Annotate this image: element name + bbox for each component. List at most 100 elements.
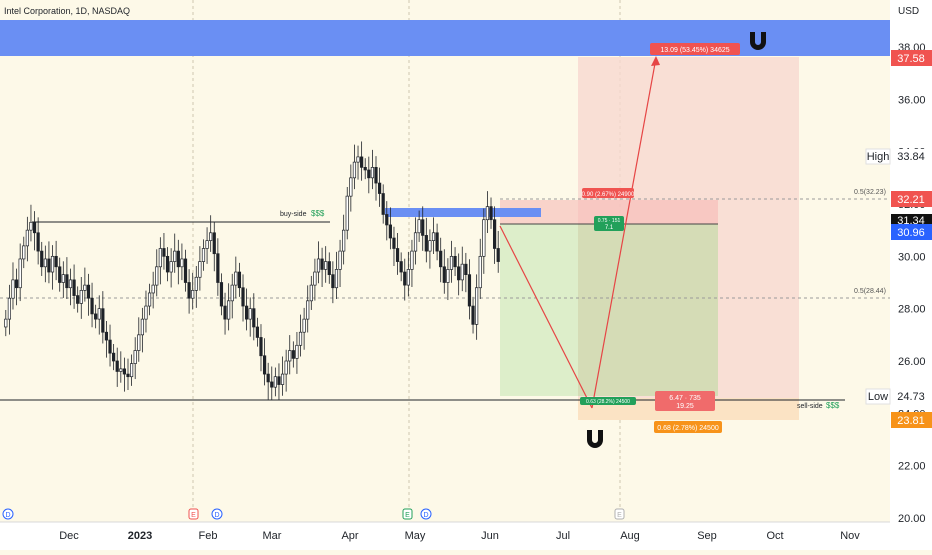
candle-body: [36, 232, 40, 252]
entry-label-1: 0.75 · 151: [598, 218, 621, 224]
x-tick-4: Apr: [341, 530, 358, 542]
candle: [14, 268, 19, 306]
high-value-box: [891, 149, 932, 164]
x-tick-8: Aug: [620, 530, 640, 542]
candle-body: [241, 287, 245, 307]
candle: [25, 216, 29, 262]
magnet-icon-bottom[interactable]: [587, 430, 603, 448]
candle-body: [356, 156, 360, 163]
candle: [270, 366, 274, 401]
candle-body: [29, 221, 33, 231]
candle-body: [245, 305, 249, 320]
candle-body: [180, 258, 184, 268]
candle-body: [306, 300, 310, 320]
candle: [119, 351, 123, 383]
candle: [291, 341, 295, 368]
up-arrow-line[interactable]: [591, 57, 657, 409]
stats-label-2: 19.25: [676, 403, 694, 410]
candle-body: [18, 258, 22, 289]
candle: [86, 273, 91, 316]
candle: [151, 271, 155, 309]
candle-body: [428, 240, 432, 252]
candle-body: [173, 250, 177, 262]
candle-body: [126, 373, 130, 378]
down-arrow-line[interactable]: [499, 225, 593, 409]
candle: [29, 204, 33, 242]
event-dividend-1[interactable]: [2, 508, 14, 520]
candle: [449, 240, 454, 283]
x-tick-9: Sep: [697, 530, 717, 542]
candle: [288, 335, 292, 375]
event-dividend-3[interactable]: [420, 508, 432, 520]
x-tick-0: Dec: [59, 530, 79, 542]
candle-body: [22, 245, 26, 260]
candle: [399, 252, 403, 282]
buy-side-dollar-icon: $$$: [311, 209, 325, 218]
candle-body: [399, 261, 403, 273]
price-axis[interactable]: [890, 0, 932, 550]
candle-body: [295, 344, 299, 359]
candle: [334, 251, 339, 299]
candle: [101, 291, 105, 344]
candle-body: [108, 339, 112, 354]
candle: [298, 314, 303, 357]
candle: [259, 324, 263, 372]
candle-body: [298, 331, 303, 346]
blue-zone[interactable]: [0, 20, 890, 56]
event-dividend-2[interactable]: [211, 508, 223, 520]
badge-30-96: [891, 224, 932, 240]
orange-label: 0.68 (2.78%) 24500: [657, 425, 719, 432]
candle: [360, 141, 364, 181]
candle: [367, 156, 371, 194]
candle-body: [40, 250, 44, 268]
candle-body: [191, 290, 195, 299]
stats-label-1: 6.47 · 735: [669, 395, 701, 402]
candle: [338, 239, 342, 287]
candle-body: [252, 308, 256, 328]
badge-23-81-text: 23.81: [897, 415, 925, 427]
candle: [50, 245, 55, 290]
candle-body: [493, 219, 497, 249]
candle: [209, 215, 213, 252]
candle-body: [467, 274, 472, 307]
candle: [245, 288, 249, 331]
candle: [40, 241, 44, 276]
event-earnings-1-label: E: [191, 512, 196, 519]
order-block[interactable]: [385, 208, 541, 217]
event-markers[interactable]: D E D E D E: [2, 508, 625, 520]
candle: [115, 347, 119, 387]
candles-group: [4, 141, 500, 401]
event-earnings-1[interactable]: [188, 508, 199, 520]
candle-body: [367, 169, 371, 179]
low-value-box: [891, 389, 932, 404]
candle: [155, 249, 159, 297]
event-earnings-2-label: E: [405, 512, 410, 519]
candle: [342, 214, 346, 265]
candle: [356, 145, 360, 180]
candle-body: [439, 250, 443, 268]
low-label-box: [865, 388, 891, 405]
time-axis[interactable]: [0, 522, 932, 550]
event-dividend-1-label: D: [5, 512, 10, 519]
magnet-icon-top[interactable]: [750, 32, 766, 50]
candle-body: [485, 206, 490, 221]
x-ticks: Dec 2023 Feb Mar Apr May Jun Jul Aug Sep Oct Nov: [59, 530, 860, 542]
candle-body: [219, 282, 224, 307]
candle: [280, 356, 285, 396]
candle: [327, 252, 331, 284]
candle-body: [227, 300, 231, 320]
event-earnings-3[interactable]: [614, 508, 625, 520]
candle: [377, 167, 382, 207]
candle: [421, 206, 425, 251]
event-earnings-2[interactable]: [402, 508, 413, 520]
candle-body: [248, 308, 252, 320]
candle-body: [223, 305, 227, 320]
candle-body: [464, 263, 468, 275]
candle-body: [446, 269, 450, 283]
candle-body: [43, 258, 47, 268]
candle: [65, 257, 69, 299]
y-tick-6: 26.00: [898, 356, 926, 368]
candle: [475, 274, 479, 340]
